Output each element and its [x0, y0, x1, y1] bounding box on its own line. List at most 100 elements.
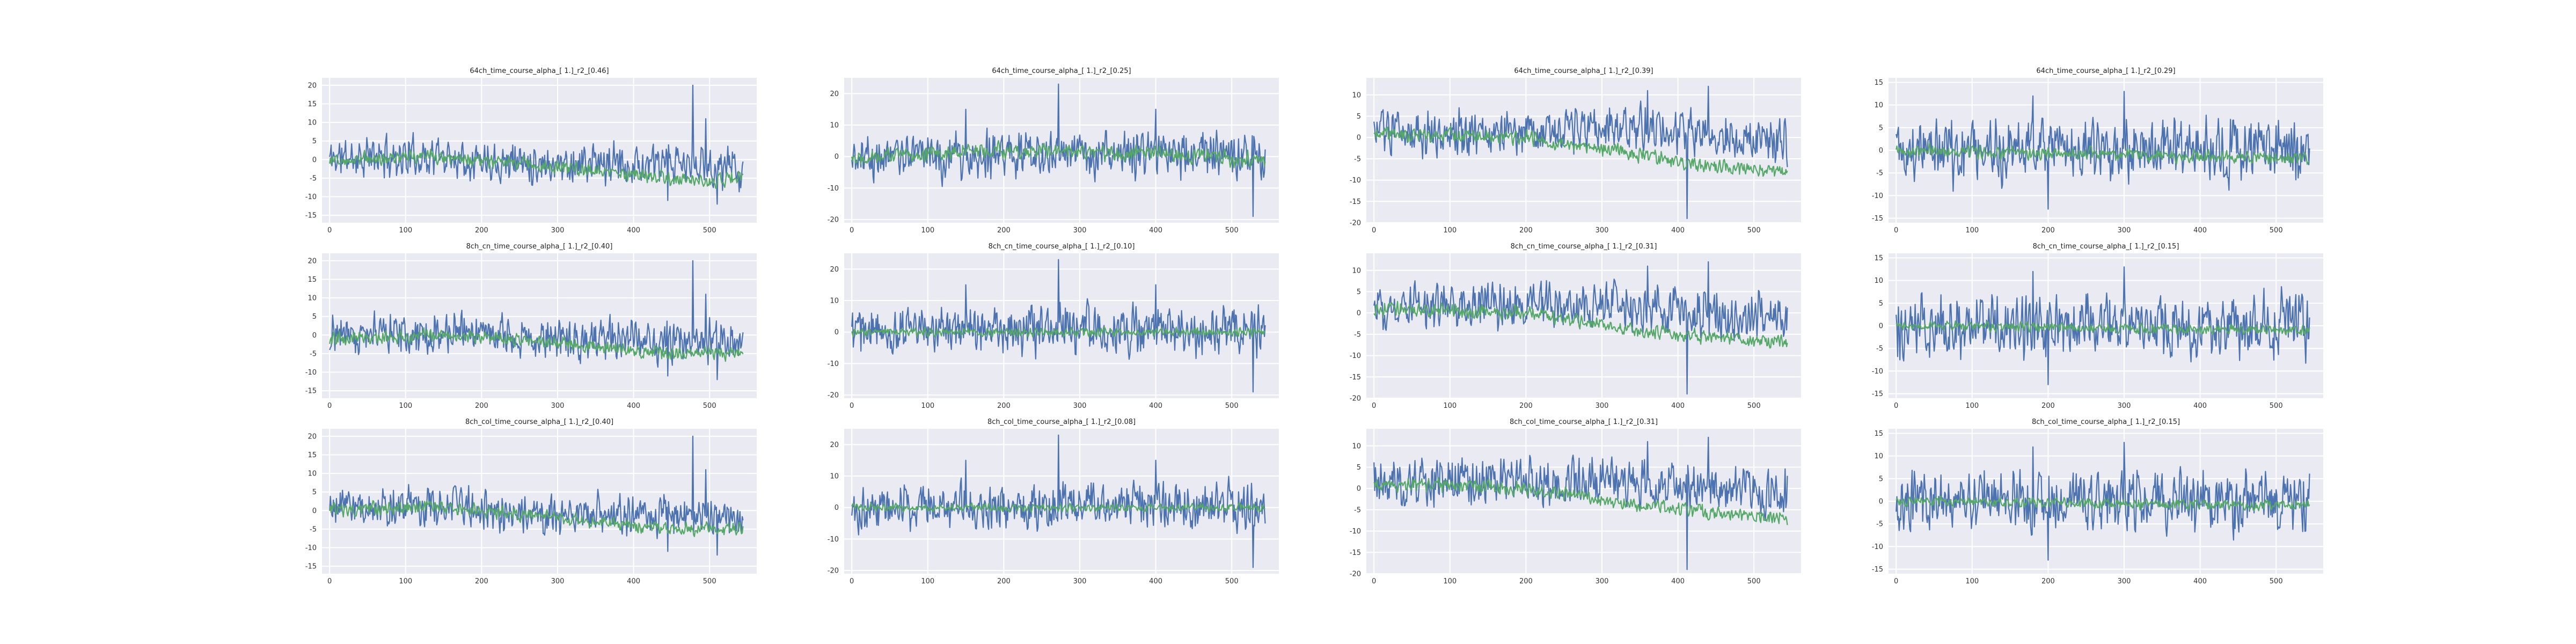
series-line-1 — [1896, 142, 2310, 165]
y-tick-label: 0 — [1879, 323, 1883, 331]
y-tick-label: -5 — [310, 525, 317, 533]
y-tick-label: -20 — [1350, 570, 1361, 579]
y-tick-label: 20 — [308, 82, 317, 90]
subplot-p02: 0 100 200 300 400 500 -20 -15 -10 -5 0 5 10 64ch_time… — [1350, 67, 1801, 235]
y-tick-label: 5 — [1879, 475, 1883, 483]
y-tick-label: 10 — [1874, 101, 1883, 109]
subplot-title: 8ch_cn_time_course_alpha_[ 1.]_r2_[0.31] — [1511, 243, 1657, 251]
y-tick-label: 10 — [1352, 267, 1361, 275]
y-tick-label: -10 — [1350, 528, 1361, 536]
x-tick-label: 300 — [2118, 577, 2131, 586]
x-tick-label: 300 — [2118, 402, 2131, 410]
x-tick-label: 200 — [1519, 226, 1533, 235]
y-tick-label: -10 — [305, 544, 317, 552]
x-tick-label: 300 — [551, 402, 565, 410]
x-tick-label: 500 — [2270, 577, 2283, 586]
x-tick-label: 400 — [1671, 226, 1685, 235]
y-tick-label: 20 — [830, 90, 839, 98]
series-line-0 — [1373, 85, 1788, 219]
series-line-1 — [1373, 301, 1788, 349]
x-tick-label: 500 — [1747, 402, 1761, 410]
subplot-title: 8ch_col_time_course_alpha_[ 1.]_r2_[0.15… — [2032, 418, 2180, 426]
y-tick-label: 0 — [312, 507, 317, 515]
y-tick-label: 10 — [1352, 442, 1361, 450]
x-tick-label: 0 — [1894, 402, 1898, 410]
subplot-title: 8ch_cn_time_course_alpha_[ 1.]_r2_[0.15] — [2033, 243, 2179, 251]
y-tick-label: 20 — [308, 433, 317, 441]
subplot-title: 64ch_time_course_alpha_[ 1.]_r2_[0.46] — [470, 67, 609, 75]
x-tick-label: 200 — [475, 577, 488, 586]
y-tick-label: 15 — [308, 100, 317, 108]
y-tick-label: 0 — [835, 153, 839, 161]
x-tick-label: 0 — [1372, 226, 1376, 235]
series-line-0 — [851, 259, 1266, 393]
y-tick-label: -5 — [1354, 506, 1361, 514]
x-tick-label: 400 — [1149, 402, 1162, 410]
x-tick-label: 0 — [327, 402, 332, 410]
y-tick-label: 10 — [308, 470, 317, 478]
x-tick-label: 300 — [1073, 402, 1087, 410]
y-tick-label: 5 — [1357, 288, 1361, 296]
subplot-p11: 0 100 200 300 400 500 -20 -10 0 10 20 8ch_cn_time_c… — [828, 243, 1279, 410]
x-tick-label: 400 — [1671, 402, 1685, 410]
y-tick-label: 20 — [830, 266, 839, 274]
y-tick-label: -15 — [1350, 374, 1361, 382]
y-tick-label: -20 — [828, 392, 839, 400]
y-tick-label: -15 — [1872, 215, 1883, 223]
y-tick-label: 10 — [830, 122, 839, 130]
y-tick-label: 10 — [1874, 277, 1883, 285]
y-tick-label: -15 — [305, 387, 317, 396]
subplot-title: 64ch_time_course_alpha_[ 1.]_r2_[0.29] — [2036, 67, 2175, 75]
subplot-p13: 0 100 200 300 400 500 -15 -10 -5 0 5 10 15 8ch_cn_tim… — [1872, 243, 2323, 410]
subplot-p00: 0 100 200 300 400 500 -15 -10 -5 0 5 10 15 20 64ch_tim… — [305, 67, 757, 235]
x-tick-label: 0 — [1372, 402, 1376, 410]
y-tick-label: 0 — [835, 328, 839, 336]
y-tick-label: 5 — [1879, 124, 1883, 132]
x-tick-label: 300 — [551, 577, 565, 586]
x-tick-label: 100 — [1443, 402, 1457, 410]
y-tick-label: -5 — [310, 174, 317, 182]
y-tick-label: 0 — [1357, 134, 1361, 142]
y-tick-label: 5 — [1357, 464, 1361, 472]
y-tick-label: -10 — [1872, 543, 1883, 551]
y-tick-label: -20 — [1350, 219, 1361, 228]
x-tick-label: 100 — [399, 226, 412, 235]
y-tick-label: 20 — [308, 257, 317, 265]
y-tick-label: 5 — [312, 137, 317, 145]
series-line-1 — [1373, 477, 1788, 525]
x-tick-label: 0 — [1372, 577, 1376, 586]
series-line-1 — [329, 149, 744, 189]
x-tick-label: 200 — [997, 226, 1011, 235]
y-tick-label: 5 — [1357, 113, 1361, 121]
y-tick-label: -10 — [305, 369, 317, 377]
x-tick-label: 400 — [1671, 577, 1685, 586]
series-line-1 — [1896, 320, 2310, 336]
x-tick-label: 400 — [627, 402, 640, 410]
y-tick-label: -15 — [1350, 549, 1361, 557]
series-line-0 — [851, 83, 1266, 217]
x-tick-label: 300 — [1596, 402, 1609, 410]
x-tick-label: 100 — [1965, 402, 1979, 410]
x-tick-label: 300 — [1073, 226, 1087, 235]
y-tick-label: -15 — [1872, 566, 1883, 574]
x-tick-label: 500 — [1747, 577, 1761, 586]
x-tick-label: 500 — [2270, 226, 2283, 235]
x-tick-label: 500 — [1225, 226, 1239, 235]
x-tick-label: 200 — [2041, 577, 2055, 586]
y-tick-label: -20 — [1350, 395, 1361, 403]
subplot-title: 8ch_cn_time_course_alpha_[ 1.]_r2_[0.10] — [989, 243, 1135, 251]
x-tick-label: 400 — [2193, 226, 2207, 235]
x-tick-label: 0 — [1894, 226, 1898, 235]
x-tick-label: 100 — [1443, 577, 1457, 586]
series-line-0 — [329, 435, 744, 556]
x-tick-label: 500 — [1225, 402, 1239, 410]
y-tick-label: 0 — [1879, 147, 1883, 155]
x-tick-label: 0 — [327, 577, 332, 586]
y-tick-label: -5 — [1876, 345, 1883, 353]
x-tick-label: 100 — [921, 402, 934, 410]
x-tick-label: 200 — [475, 226, 488, 235]
y-tick-label: 15 — [1874, 430, 1883, 438]
y-tick-label: 0 — [312, 156, 317, 164]
x-tick-label: 300 — [1073, 577, 1087, 586]
x-tick-label: 0 — [327, 226, 332, 235]
